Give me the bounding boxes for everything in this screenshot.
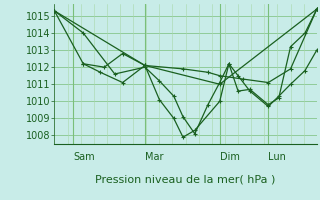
- Text: Dim: Dim: [220, 152, 240, 162]
- Text: Mar: Mar: [145, 152, 164, 162]
- Text: Sam: Sam: [73, 152, 95, 162]
- Text: Pression niveau de la mer( hPa ): Pression niveau de la mer( hPa ): [95, 175, 276, 185]
- Text: Lun: Lun: [268, 152, 286, 162]
